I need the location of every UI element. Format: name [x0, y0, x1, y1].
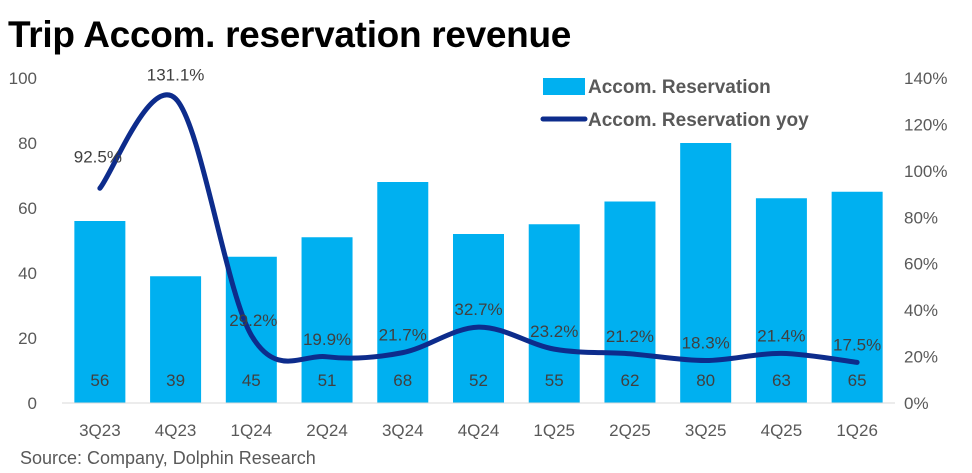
right-axis-tick-label: 40% — [904, 301, 938, 320]
x-axis-tick-label: 1Q25 — [533, 421, 575, 440]
left-axis-tick-label: 20 — [18, 329, 37, 348]
bar-value-label: 55 — [545, 371, 564, 390]
bar-2Q24 — [301, 237, 353, 403]
x-axis-tick-label: 4Q24 — [458, 421, 500, 440]
x-axis: 3Q23 4Q23 1Q24 2Q24 3Q24 4Q24 1Q25 2Q25 3Q25 4Q25… — [62, 402, 895, 440]
yoy-value-label: 29.2% — [229, 311, 277, 330]
bar-value-label: 51 — [318, 371, 337, 390]
x-axis-tick-label: 1Q26 — [836, 421, 878, 440]
bar-3Q23 — [74, 221, 126, 403]
bar-2Q25 — [604, 201, 656, 403]
yoy-value-label: 18.3% — [682, 334, 730, 353]
bar-value-label: 62 — [620, 371, 639, 390]
x-axis-tick-label: 3Q23 — [79, 421, 121, 440]
left-axis-tick-label: 60 — [18, 199, 37, 218]
left-axis-tick-label: 40 — [18, 264, 37, 283]
yoy-line — [97, 92, 860, 365]
yoy-value-label: 21.4% — [757, 326, 805, 345]
bar-labels: 56 39 45 51 68 52 55 62 80 63 65 — [90, 371, 866, 390]
bar-value-label: 65 — [848, 371, 867, 390]
x-axis-tick-label: 2Q25 — [609, 421, 651, 440]
yoy-value-label: 19.9% — [303, 330, 351, 349]
bar-1Q24 — [225, 256, 277, 403]
x-axis-tick-label: 4Q23 — [155, 421, 197, 440]
right-axis-tick-label: 60% — [904, 255, 938, 274]
source-note: Source: Company, Dolphin Research — [20, 448, 316, 468]
bar-3Q24 — [377, 182, 429, 403]
right-axis-tick-label: 80% — [904, 208, 938, 227]
legend-label-line: Accom. Reservation yoy — [588, 110, 809, 131]
right-axis: 0% 20% 40% 60% 80% 100% 120% 140% — [904, 69, 947, 413]
right-axis-tick-label: 100% — [904, 162, 947, 181]
bar-value-label: 52 — [469, 371, 488, 390]
yoy-value-label: 32.7% — [454, 300, 502, 319]
bar-value-label: 63 — [772, 371, 791, 390]
yoy-value-label: 17.5% — [833, 335, 881, 354]
right-axis-tick-label: 0% — [904, 394, 929, 413]
bar-4Q25 — [755, 198, 807, 403]
legend: Accom. Reservation Accom. Reservation yo… — [540, 77, 809, 131]
left-axis-tick-label: 100 — [9, 69, 37, 88]
legend-swatch-bar — [543, 78, 585, 95]
right-axis-tick-label: 20% — [904, 348, 938, 367]
yoy-value-label: 21.2% — [606, 327, 654, 346]
bar-value-label: 56 — [90, 371, 109, 390]
yoy-value-label: 21.7% — [379, 326, 427, 345]
x-axis-tick-label: 4Q25 — [761, 421, 803, 440]
right-axis-tick-label: 120% — [904, 115, 947, 134]
x-axis-tick-label: 1Q24 — [231, 421, 273, 440]
bar-series — [74, 143, 883, 403]
left-axis: 0 20 40 60 80 100 — [9, 69, 37, 413]
left-axis-tick-label: 80 — [18, 134, 37, 153]
x-axis-tick-label: 2Q24 — [306, 421, 348, 440]
yoy-line-series — [97, 92, 860, 365]
yoy-value-label: 131.1% — [147, 66, 205, 85]
chart-title: Trip Accom. reservation revenue — [8, 14, 572, 55]
bar-4Q23 — [150, 276, 202, 403]
bar-value-label: 45 — [242, 371, 261, 390]
right-axis-tick-label: 140% — [904, 69, 947, 88]
bar-value-label: 39 — [166, 371, 185, 390]
bar-1Q25 — [528, 224, 580, 403]
x-axis-tick-label: 3Q24 — [382, 421, 424, 440]
yoy-value-label: 23.2% — [530, 322, 578, 341]
bar-3Q25 — [680, 143, 732, 403]
x-axis-tick-label: 3Q25 — [685, 421, 727, 440]
legend-label-bar: Accom. Reservation — [588, 77, 771, 98]
bar-4Q24 — [453, 234, 504, 403]
bar-value-label: 68 — [393, 371, 412, 390]
yoy-labels: 92.5% 131.1% 29.2% 19.9% 21.7% 32.7% 23.2% 21.2… — [74, 66, 881, 355]
yoy-value-label: 92.5% — [74, 147, 122, 166]
bar-value-label: 80 — [696, 371, 715, 390]
left-axis-tick-label: 0 — [28, 394, 37, 413]
bar-1Q26 — [831, 191, 883, 403]
